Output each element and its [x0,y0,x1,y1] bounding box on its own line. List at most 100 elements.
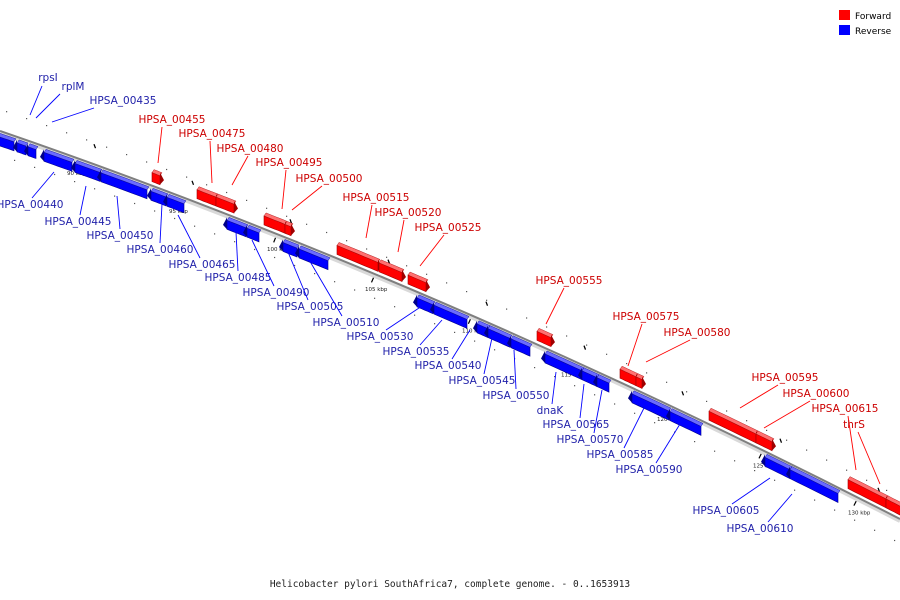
position-dot-lower [634,412,636,414]
gene-box-thrs[interactable] [885,495,900,516]
position-dot-upper [206,184,208,186]
leader-line-hpsa-00510 [307,257,343,317]
gene-label-hpsa-00440[interactable]: HPSA_00440 [0,199,63,211]
gene-label-hpsa-00505[interactable]: HPSA_00505 [277,301,344,313]
gene-label-hpsa-00480[interactable]: HPSA_00480 [217,143,284,155]
gene-label-hpsa-00460[interactable]: HPSA_00460 [127,244,194,256]
gene-box-hpsa-00525[interactable] [407,271,430,293]
position-dot-lower [694,441,696,443]
gene-box-hpsa-00485[interactable] [223,217,249,238]
leader-line-hpsa-00545 [483,337,493,375]
gene-box-hpsa-00440[interactable] [40,149,75,172]
gene-box-edge-1[interactable] [13,139,29,156]
gene-label-dnak[interactable]: dnaK [537,405,565,417]
gene-box-hpsa-00585[interactable] [628,390,672,421]
position-dot-upper [406,265,408,267]
gene-box-hpsa-00580[interactable] [635,373,646,389]
gene-label-hpsa-00600[interactable]: HPSA_00600 [783,388,850,400]
gene-label-hpsa-00515[interactable]: HPSA_00515 [343,192,410,204]
position-dot-upper [106,146,108,148]
position-dot-upper [126,154,128,156]
gene-box-hpsa-00465[interactable] [163,194,187,214]
gene-box-hpsa-00500[interactable] [284,221,295,237]
leader-line-hpsa-00570 [593,389,603,434]
gene-label-hpsa-00590[interactable]: HPSA_00590 [616,464,683,476]
gene-label-hpsa-00540[interactable]: HPSA_00540 [415,360,482,372]
gene-label-hpsa-00595[interactable]: HPSA_00595 [752,372,819,384]
gene-label-hpsa-00445[interactable]: HPSA_00445 [45,216,112,228]
position-dot-upper [246,199,248,201]
gene-label-hpsa-00555[interactable]: HPSA_00555 [536,275,603,287]
gene-box-hpsa-00570[interactable] [593,374,612,393]
position-dot-lower [874,529,876,531]
gene-box-edge-0[interactable] [0,132,17,152]
gene-label-hpsa-00490[interactable]: HPSA_00490 [243,287,310,299]
gene-box-hpsa-00495[interactable] [263,212,289,234]
leader-line-hpsa-00515 [365,204,373,239]
gene-label-thrs[interactable]: thrS [843,419,865,431]
gene-box-hpsa-00455[interactable] [151,169,164,186]
position-dot-upper [26,118,28,120]
position-dot-lower [594,394,596,396]
gene-box-hpsa-00555[interactable] [536,328,555,348]
gene-box-hpsa-00610[interactable] [786,466,841,503]
gene-box-hpsa-00550[interactable] [507,335,533,357]
gene-box-hpsa-00505[interactable] [279,239,300,258]
leader-line-hpsa-00450 [116,195,121,230]
position-dot-upper [366,248,368,250]
gene-box-hpsa-00600[interactable] [755,430,776,452]
gene-label-hpsa-00610[interactable]: HPSA_00610 [727,523,794,535]
minor-dash [583,345,587,350]
gene-label-hpsa-00465[interactable]: HPSA_00465 [169,259,236,271]
gene-label-hpsa-00535[interactable]: HPSA_00535 [383,346,450,358]
gene-label-hpsa-00570[interactable]: HPSA_00570 [557,434,624,446]
gene-label-hpsa-00565[interactable]: HPSA_00565 [543,419,610,431]
position-dot-upper [286,215,288,217]
gene-label-hpsa-00455[interactable]: HPSA_00455 [139,114,206,126]
gene-box-hpsa-00490[interactable] [243,224,262,243]
gene-label-hpsa-00575[interactable]: HPSA_00575 [613,311,680,323]
gene-box-hpsa-00450[interactable] [97,169,150,200]
gene-label-hpsa-00520[interactable]: HPSA_00520 [375,207,442,219]
gene-box-edge-2[interactable] [24,143,39,159]
gene-box-hpsa-00445[interactable] [71,160,103,182]
position-dot-lower [454,331,456,333]
leader-line-hpsa-00615 [847,415,857,471]
gene-box-hpsa-00590[interactable] [666,408,704,436]
gene-label-hpsa-00585[interactable]: HPSA_00585 [587,449,654,461]
gene-box-hpsa-00520[interactable] [378,259,406,282]
leader-line-hpsa-00475 [209,140,213,184]
gene-box-hpsa-00510[interactable] [295,245,331,271]
gene-label-hpsa-00615[interactable]: HPSA_00615 [812,403,879,415]
gene-box-hpsa-00530[interactable] [413,294,436,315]
gene-label-hpsa-00545[interactable]: HPSA_00545 [449,375,516,387]
gene-label-hpsa-00580[interactable]: HPSA_00580 [664,327,731,339]
gene-label-hpsa-00605[interactable]: HPSA_00605 [693,505,760,517]
tick-mark-100-kbp [273,237,277,243]
position-dot-upper [606,353,608,355]
position-dot-lower [54,173,56,176]
gene-label-hpsa-00510[interactable]: HPSA_00510 [313,317,380,329]
tick-marks: 90 kbp 95 kbp 100 kbp 105 kbp 110 kbp 115 kbp… [67,161,871,517]
leader-line-hpsa-00480 [231,155,249,186]
gene-label-hpsa-00435[interactable]: HPSA_00435 [90,95,157,107]
gene-label-rpsi[interactable]: rpsI [38,72,58,84]
gene-label-hpsa-00550[interactable]: HPSA_00550 [483,390,550,402]
tick-label-95-kbp: 95 kbp [169,209,188,215]
gene-label-hpsa-00450[interactable]: HPSA_00450 [87,230,154,242]
gene-label-rplm[interactable]: rplM [62,81,85,93]
gene-label-hpsa-00475[interactable]: HPSA_00475 [179,128,246,140]
gene-box-hpsa-00480[interactable] [215,193,238,214]
gene-label-hpsa-00485[interactable]: HPSA_00485 [205,272,272,284]
position-dot-upper [486,299,488,301]
position-dot-upper [866,479,868,481]
leader-line-hpsa-00565 [579,383,585,419]
position-dot-upper [346,240,348,242]
leader-line-hpsa-00500 [291,185,323,211]
gene-label-hpsa-00495[interactable]: HPSA_00495 [256,157,323,169]
gene-labels: rpsI rplM HPSA_00435 HPSA_00440 HPSA_00445 HP… [0,72,881,535]
gene-box-hpsa-00535[interactable] [430,301,470,329]
gene-label-hpsa-00500[interactable]: HPSA_00500 [296,173,363,185]
gene-label-hpsa-00530[interactable]: HPSA_00530 [347,331,414,343]
gene-label-hpsa-00525[interactable]: HPSA_00525 [415,222,482,234]
